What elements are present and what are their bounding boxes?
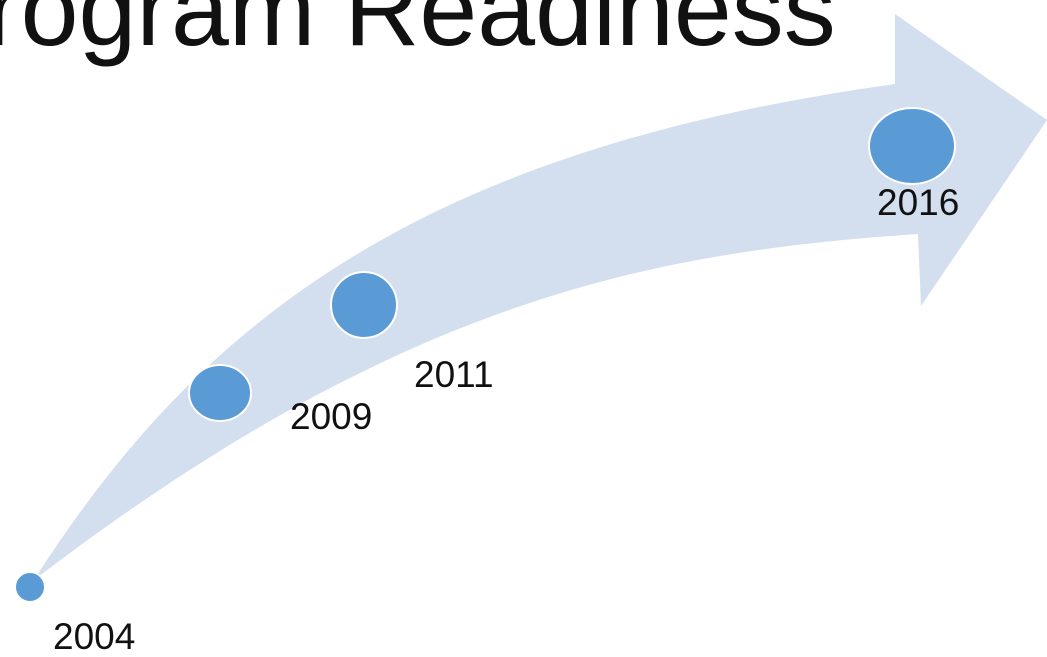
curved-arrow-shape (34, 14, 1047, 580)
milestone-node-2004 (14, 571, 46, 603)
milestone-label-2011: 2011 (414, 354, 494, 395)
milestone-node-2009 (188, 364, 252, 422)
milestone-label-2009: 2009 (290, 396, 373, 437)
milestone-label-2004: 2004 (53, 616, 136, 657)
slide-title: rogram Readiness (0, 0, 836, 68)
milestone-label-2016: 2016 (877, 182, 960, 223)
milestone-node-2016 (868, 107, 956, 185)
milestone-node-2011 (330, 271, 398, 339)
